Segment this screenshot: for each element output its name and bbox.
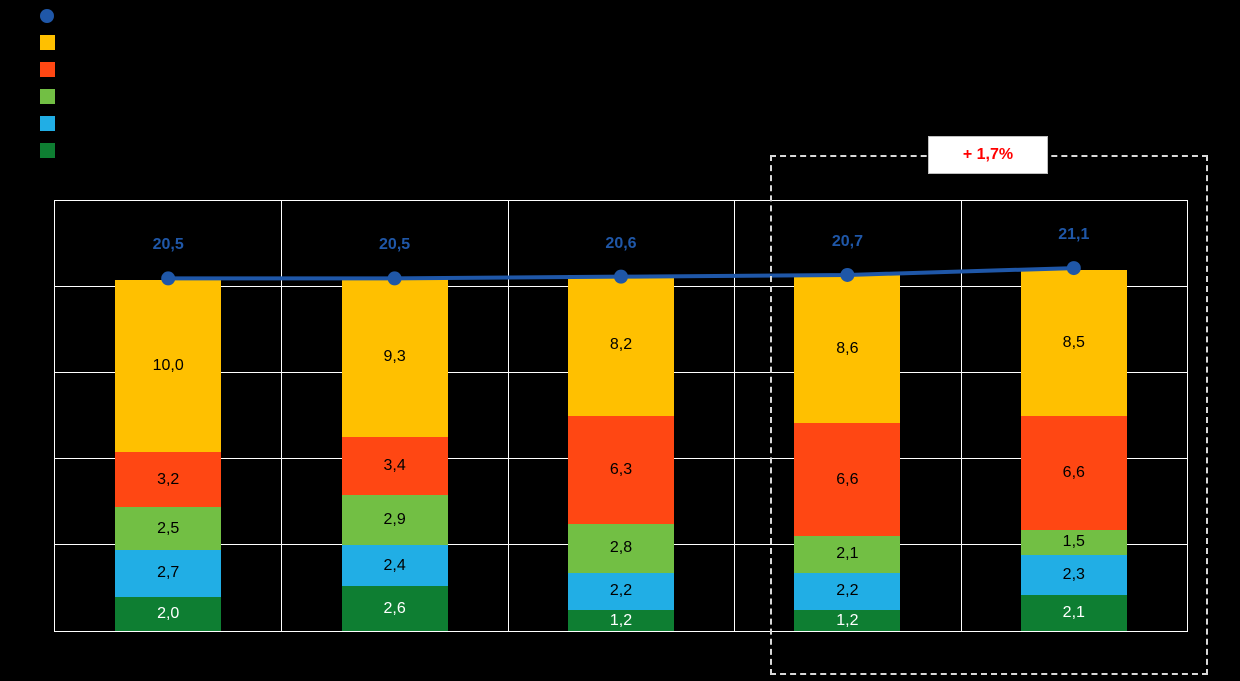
bar-segment-light-green-segment: 2,1 <box>794 536 901 573</box>
bar-segment-yellow-segment: 9,3 <box>341 276 448 437</box>
legend-circle-marker <box>40 8 54 23</box>
bar-segment-yellow-segment: 8,2 <box>568 274 674 416</box>
legend-square-marker <box>40 35 55 50</box>
bar-segment-dark-green-segment: 2,1 <box>1020 594 1127 631</box>
bar-segment-cyan-segment: 2,4 <box>341 545 448 587</box>
line-point <box>161 271 176 286</box>
bar-segment-orange-segment: 6,6 <box>1020 416 1127 530</box>
bar-segment-orange-segment: 6,6 <box>794 422 901 537</box>
gridline-vertical <box>734 201 736 631</box>
line-point <box>614 269 628 284</box>
gridline-vertical <box>960 201 962 631</box>
line-value-label: 20,5 <box>379 236 411 254</box>
bar-segment-light-green-segment: 1,5 <box>1020 529 1127 556</box>
bar-segment-cyan-segment: 2,2 <box>794 572 901 611</box>
legend-item <box>40 89 55 104</box>
legend-item <box>40 8 55 23</box>
chart-legend <box>40 8 55 170</box>
bar-segment-dark-green-segment: 1,2 <box>794 610 901 631</box>
line-value-label: 20,5 <box>152 236 184 254</box>
total-line-layer <box>161 261 1081 286</box>
line-value-label: 20,6 <box>605 234 637 252</box>
growth-annotation-text: + 1,7% <box>962 146 1014 163</box>
growth-annotation: + 1,7% <box>928 136 1048 174</box>
bar-segment-orange-segment: 3,2 <box>115 452 222 508</box>
line-value-label: 21,1 <box>1058 226 1090 244</box>
line-value-label: 20,7 <box>831 232 863 250</box>
line-point <box>387 271 402 286</box>
legend-square-marker <box>40 143 55 158</box>
legend-item <box>40 62 55 77</box>
legend-square-marker <box>40 116 55 131</box>
gridline-vertical <box>507 201 509 631</box>
line-point <box>1066 261 1081 276</box>
bar-segment-yellow-segment: 8,6 <box>794 274 901 423</box>
legend-item <box>40 116 55 131</box>
line-point <box>840 267 855 282</box>
bar-segment-light-green-segment: 2,9 <box>341 495 448 545</box>
bar-segment-light-green-segment: 2,5 <box>115 507 222 551</box>
bar-segment-orange-segment: 6,3 <box>568 416 674 525</box>
highlight-region-box <box>770 155 1208 675</box>
legend-item <box>40 35 55 50</box>
legend-square-marker <box>40 62 55 77</box>
plot-area: 2,0 2,7 2,5 3,2 10,0 2,6 2,4 2,9 3,4 9,3 1,2 2,2 2,8… <box>54 200 1188 632</box>
bar-segment-cyan-segment: 2,7 <box>115 550 222 597</box>
bar-segment-light-green-segment: 2,8 <box>568 524 674 573</box>
legend-item <box>40 143 55 158</box>
bar-segment-dark-green-segment: 2,0 <box>115 596 222 631</box>
bar-segment-dark-green-segment: 2,6 <box>341 586 448 631</box>
bar-segment-yellow-segment: 10,0 <box>115 280 222 453</box>
legend-square-marker <box>40 89 55 104</box>
bar-segment-yellow-segment: 8,5 <box>1020 269 1127 416</box>
bar-segment-dark-green-segment: 1,2 <box>568 610 674 631</box>
bar-segment-cyan-segment: 2,2 <box>568 572 674 611</box>
gridline-vertical <box>281 201 283 631</box>
bar-segment-cyan-segment: 2,3 <box>1020 555 1127 595</box>
bar-segment-orange-segment: 3,4 <box>341 436 448 496</box>
